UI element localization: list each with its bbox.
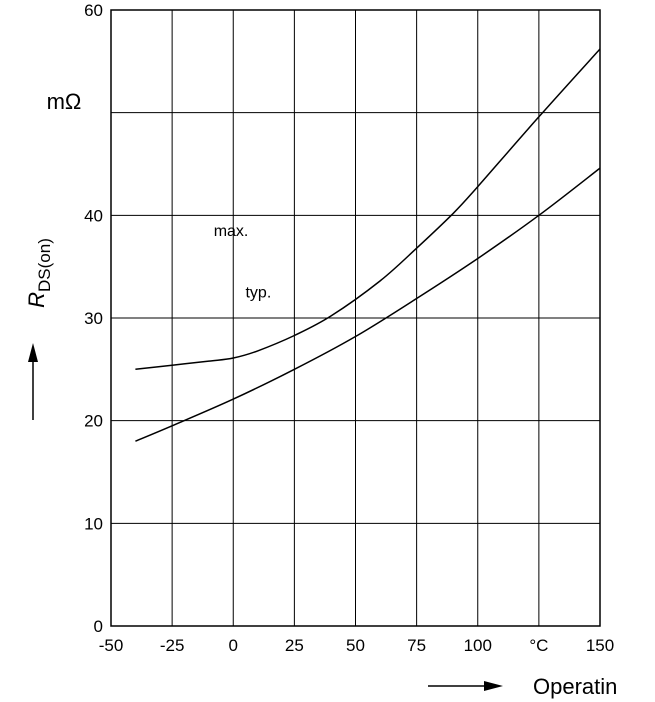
x-axis-label: Operatin: [533, 674, 617, 699]
x-tick-label: 50: [346, 636, 365, 655]
series-lines: [135, 48, 601, 442]
x-axis-arrow: [428, 681, 503, 691]
y-tick-label: 40: [84, 206, 103, 225]
x-tick-label: 150: [586, 636, 614, 655]
y-tick-label: 10: [84, 514, 103, 533]
x-tick-label: -50: [99, 636, 124, 655]
series-label: typ.: [245, 284, 271, 301]
x-tick-label: °C: [529, 636, 548, 655]
y-tick-label: 60: [84, 1, 103, 20]
x-tick-labels: -50 -25 0 25 50 75 100 °C 150: [99, 636, 614, 655]
x-tick-label: 100: [464, 636, 492, 655]
y-axis-label: RDS(on): [24, 238, 54, 308]
grid-lines: [111, 10, 600, 626]
y-unit-label: mΩ: [47, 89, 82, 114]
series-label: max.: [214, 223, 249, 240]
y-tick-label: 30: [84, 309, 103, 328]
x-tick-label: 25: [285, 636, 304, 655]
x-tick-label: -25: [160, 636, 185, 655]
series-line-1: [135, 167, 601, 442]
x-tick-label: 0: [229, 636, 238, 655]
series-labels: max. typ.: [214, 223, 272, 302]
x-tick-label: 75: [407, 636, 426, 655]
y-tick-label: 20: [84, 412, 103, 431]
y-axis-label-sub: DS(on): [35, 238, 54, 292]
y-tick-labels: 0 10 20 30 40 60: [84, 1, 103, 636]
series-line-0: [135, 48, 601, 371]
svg-text:RDS(on): RDS(on): [24, 238, 54, 308]
y-tick-label: 0: [94, 617, 103, 636]
y-axis-arrow: [28, 343, 38, 420]
plot-frame: [110, 9, 601, 627]
y-axis-label-main: R: [24, 292, 49, 308]
